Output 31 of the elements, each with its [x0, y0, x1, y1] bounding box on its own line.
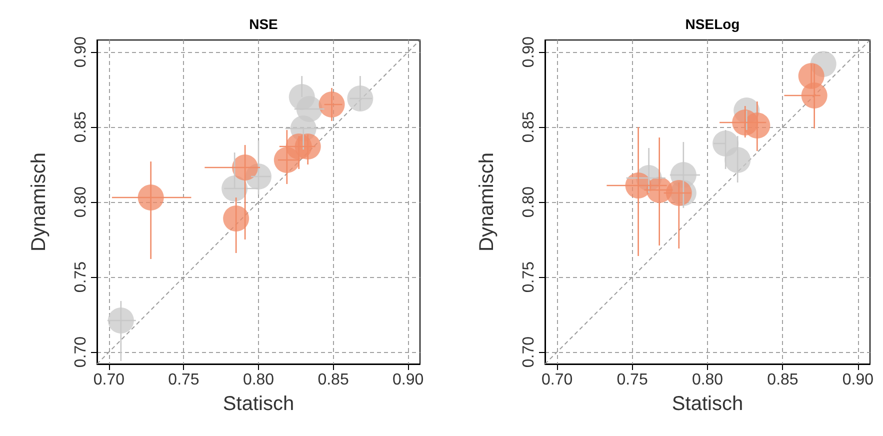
point [347, 86, 374, 112]
y-tick-label: 0.90 [520, 36, 538, 68]
x-tick-label: 0.85 [318, 372, 349, 388]
x-axis-title: Statisch [222, 393, 294, 415]
y-tick-label: 0.80 [520, 186, 538, 218]
y-axis-title: Dynamisch [476, 152, 498, 252]
point [318, 92, 345, 118]
x-tick-label: 0.85 [767, 372, 798, 388]
y-tick-label: 0.85 [520, 111, 538, 143]
x-tick-label: 0.75 [616, 372, 648, 388]
x-tick-label: 0.90 [392, 372, 424, 388]
x-tick-label: 0.80 [692, 372, 724, 388]
x-tick-label: 0.90 [842, 372, 874, 388]
x-axis-title: Statisch [672, 393, 744, 415]
chart-title: NSE [249, 16, 278, 32]
x-tick-label: 0.75 [168, 372, 200, 388]
point [108, 308, 134, 334]
x-tick-label: 0.70 [541, 372, 573, 388]
y-tick-label: 0.85 [72, 111, 90, 143]
y-tick-label: 0.75 [72, 261, 90, 293]
x-tick-label: 0.80 [242, 372, 274, 388]
y-tick-label: 0.80 [72, 186, 90, 218]
point [724, 147, 751, 173]
y-tick-label: 0.70 [520, 336, 538, 368]
x-tick-label: 0.70 [93, 372, 125, 388]
chart-title: NSELog [685, 16, 740, 32]
y-tick-label: 0.70 [72, 336, 90, 368]
y-tick-label: 0.75 [520, 261, 538, 293]
y-tick-label: 0.90 [72, 36, 90, 68]
point [223, 206, 250, 232]
y-axis-title: Dynamisch [28, 152, 50, 252]
